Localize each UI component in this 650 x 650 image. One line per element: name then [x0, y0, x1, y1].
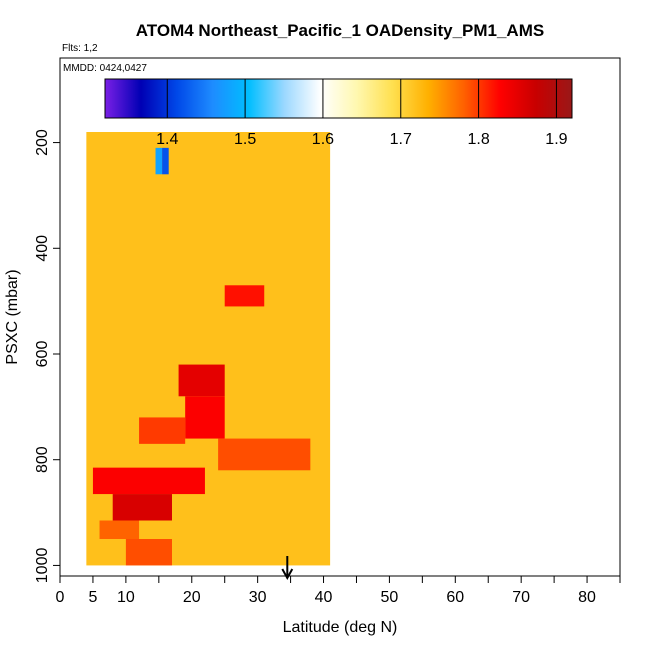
dates-note: MMDD: 0424,0427 — [63, 63, 147, 74]
x-axis: 0 5 10 20 30 40 50 60 70 80 — [56, 576, 621, 606]
heatmap-cell — [162, 147, 169, 175]
y-tick-label: 1000 — [34, 548, 51, 584]
x-tick-label: 20 — [183, 589, 201, 606]
y-tick-label: 200 — [34, 129, 51, 156]
x-tick-label: 60 — [446, 589, 464, 606]
x-tick-label: 30 — [249, 589, 267, 606]
marker-arrow-head — [281, 568, 294, 581]
heatmap-cells — [86, 132, 331, 566]
x-tick-label: 0 — [56, 589, 65, 606]
x-axis-label: Latitude (deg N) — [283, 619, 398, 636]
heatmap-cell — [92, 467, 205, 495]
colorbar-tick-label: 1.6 — [312, 131, 334, 148]
colorbar-tick-label: 1.8 — [467, 131, 489, 148]
x-tick-label: 70 — [512, 589, 530, 606]
latitude-marker — [281, 556, 294, 581]
heatmap-cell — [185, 396, 225, 439]
heatmap-cell — [112, 494, 172, 521]
colorbar-tick-label: 1.5 — [234, 131, 256, 148]
heatmap-cell — [178, 364, 225, 397]
x-tick-label: 10 — [117, 589, 135, 606]
colorbar-gradient — [104, 78, 573, 119]
heatmap-cell — [99, 520, 140, 539]
x-tick-label: 80 — [578, 589, 596, 606]
y-tick-label: 800 — [34, 446, 51, 473]
heatmap-cell — [218, 438, 311, 471]
x-tick-label: 40 — [315, 589, 333, 606]
heatmap-cell — [155, 147, 163, 175]
colorbar-tick-label: 1.4 — [156, 131, 178, 148]
x-tick-label: 50 — [381, 589, 399, 606]
heatmap-cell — [224, 285, 265, 307]
chart-title: ATOM4 Northeast_Pacific_1 OADensity_PM1_… — [136, 21, 544, 40]
colorbar-tick-label: 1.7 — [390, 131, 412, 148]
heatmap-cell — [125, 539, 172, 566]
y-tick-label: 600 — [34, 341, 51, 368]
y-axis: 200 400 600 800 1000 — [34, 129, 60, 583]
colorbar-tick-label: 1.9 — [545, 131, 567, 148]
colorbar: 1.4 1.5 1.6 1.7 1.8 1.9 — [104, 78, 573, 148]
x-tick-label: 5 — [88, 589, 97, 606]
flights-note: Flts: 1,2 — [62, 43, 98, 54]
y-axis-label: PSXC (mbar) — [4, 269, 21, 364]
heatmap-cell — [139, 417, 186, 444]
plot-frame — [59, 57, 621, 577]
y-tick-label: 400 — [34, 235, 51, 262]
